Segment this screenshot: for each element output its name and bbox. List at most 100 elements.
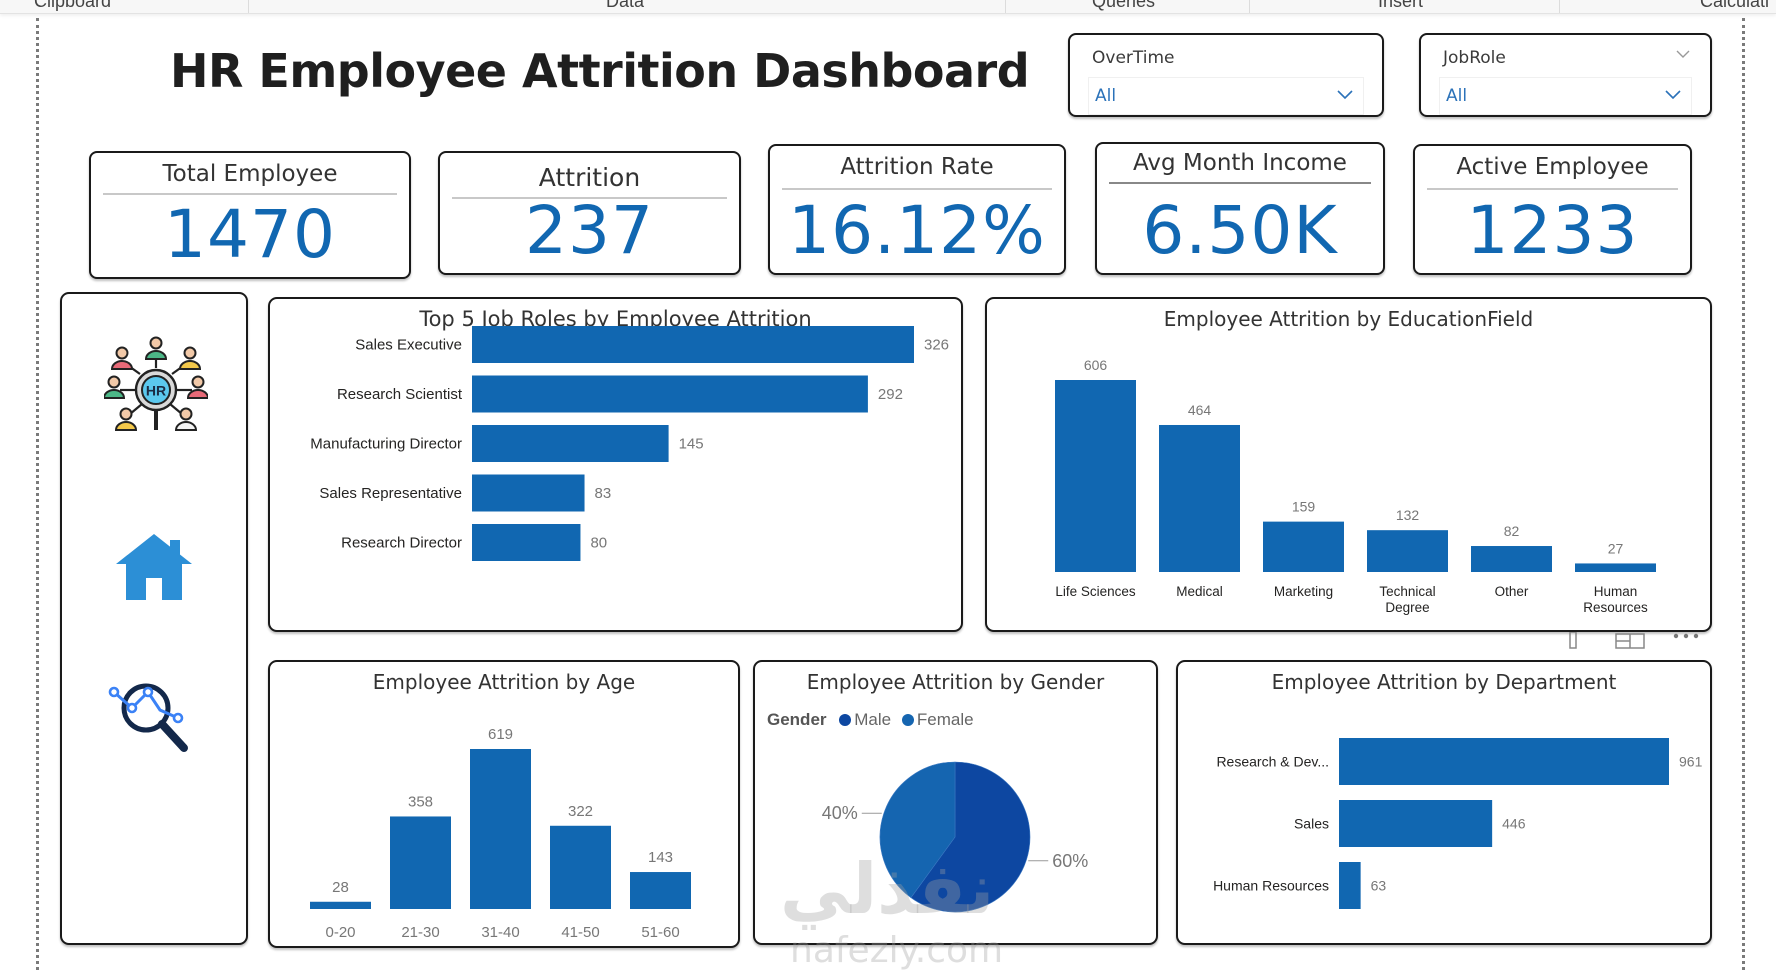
category-label: Medical (1176, 584, 1223, 599)
kpi-label: Attrition (538, 163, 641, 192)
data-label: 132 (1396, 507, 1420, 523)
education-chart: 606 Life Sciences 464 Medical 159 Marketing 13… (1055, 357, 1656, 615)
ribbon-group-calculations[interactable]: Calculati (1700, 0, 1770, 11)
ribbon-group-insert[interactable]: Insert (1378, 0, 1424, 11)
chart-title: Employee Attrition by Gender (806, 670, 1105, 694)
bar[interactable] (1339, 800, 1493, 847)
bar[interactable] (1367, 530, 1448, 572)
jobrole-dropdown[interactable]: All (1439, 77, 1692, 115)
ribbon-group-data[interactable]: Data (606, 0, 645, 11)
bar[interactable] (1263, 521, 1344, 572)
category-label: Research & Dev... (1216, 754, 1329, 770)
more-options-icon[interactable] (1673, 633, 1699, 639)
chevron-down-icon[interactable] (1674, 47, 1692, 61)
hr-network-icon[interactable]: HR (104, 334, 208, 438)
bar[interactable] (472, 474, 585, 512)
gender-chart: 60% 40% (822, 761, 1088, 913)
legend-dot (901, 714, 914, 726)
bar[interactable] (1339, 738, 1669, 785)
bar[interactable] (1471, 546, 1552, 572)
legend-label: Female (916, 710, 974, 729)
kpi-label: Avg Month Income (1133, 150, 1347, 176)
kpi-divider (782, 188, 1052, 190)
slice-label: 40% (822, 803, 858, 823)
legend-item-male[interactable]: Male (839, 710, 891, 729)
category-label: 31-40 (481, 924, 519, 941)
kpi-value: 6.50K (1142, 192, 1338, 269)
data-label: 464 (1188, 402, 1212, 418)
bar[interactable] (390, 816, 451, 909)
kpi-value: 1470 (164, 196, 336, 273)
category-label: 0-20 (325, 924, 355, 941)
category-label: Research Scientist (337, 386, 463, 403)
department-chart: Research & Dev... 961 Sales 446 Human Resour… (1213, 738, 1703, 909)
data-label: 145 (679, 436, 704, 453)
job-roles-chart: Sales Executive 326 Research Scientist 292 M… (310, 326, 949, 561)
bar[interactable] (472, 326, 914, 363)
ribbon-group-clipboard[interactable]: Clipboard (34, 0, 112, 11)
slicer-label: OverTime (1092, 48, 1175, 68)
kpi-divider (1109, 182, 1371, 184)
overtime-dropdown[interactable]: All (1088, 77, 1364, 115)
kpi-attrition: Attrition 237 (438, 151, 741, 275)
category-label: Other (1495, 584, 1529, 599)
kpi-active-employee: Active Employee 1233 (1413, 144, 1692, 275)
data-label: 27 (1608, 540, 1624, 556)
kpi-value: 16.12% (788, 192, 1046, 269)
data-label: 80 (590, 535, 607, 552)
chevron-down-icon[interactable] (1335, 84, 1355, 104)
bar[interactable] (1055, 380, 1136, 572)
chart-title: Employee Attrition by Age (372, 670, 636, 694)
chart-title: Employee Attrition by Department (1271, 670, 1617, 694)
category-label: 51-60 (641, 924, 679, 941)
bar[interactable] (630, 872, 691, 909)
data-label: 63 (1371, 878, 1387, 894)
category-label: Technical (1379, 584, 1435, 599)
category-label: Manufacturing Director (310, 436, 462, 453)
bar[interactable] (472, 375, 868, 413)
category-label: Marketing (1274, 584, 1333, 599)
jobrole-slicer[interactable]: JobRole All (1419, 33, 1712, 117)
kpi-label: Total Employee (162, 161, 338, 187)
bar[interactable] (310, 901, 371, 909)
data-label: 446 (1502, 816, 1526, 832)
ribbon-group-queries[interactable]: Queries (1092, 0, 1156, 11)
slicer-value: All (1446, 86, 1468, 106)
kpi-divider (103, 193, 397, 195)
data-label: 159 (1292, 499, 1316, 515)
kpi-value: 1233 (1466, 192, 1639, 269)
bar[interactable] (1159, 424, 1240, 572)
bar[interactable] (472, 524, 581, 561)
job-roles-chart-panel: Top 5 Job Roles by Employee Attrition Sa… (268, 297, 963, 632)
data-label: 322 (568, 803, 593, 820)
overtime-slicer[interactable]: OverTime All (1068, 33, 1384, 117)
ribbon-separator (248, 0, 249, 13)
hr-text: HR (146, 383, 166, 399)
age-chart: 28 0-20 358 21-30 619 31-40 322 41-50 143 51-60 (310, 726, 691, 941)
legend-item-female[interactable]: Female (901, 710, 974, 729)
chart-title: Employee Attrition by EducationField (1163, 307, 1534, 331)
bar[interactable] (1575, 563, 1656, 572)
bar[interactable] (472, 425, 669, 462)
pie-slice-male[interactable] (910, 761, 1031, 913)
bar[interactable] (470, 749, 531, 909)
category-label: Degree (1385, 600, 1429, 615)
legend-title: Gender (767, 710, 827, 729)
chevron-down-icon[interactable] (1663, 84, 1683, 104)
kpi-label: Attrition Rate (840, 154, 994, 180)
analytics-search-icon[interactable] (108, 674, 192, 754)
slice-label: 60% (1052, 851, 1088, 871)
bar[interactable] (550, 825, 611, 909)
home-icon[interactable] (114, 532, 194, 602)
kpi-divider (452, 197, 727, 199)
canvas-border-left (36, 18, 39, 970)
focus-mode-icon[interactable] (1615, 633, 1645, 649)
filter-icon[interactable] (1569, 632, 1577, 649)
data-label: 83 (595, 485, 612, 502)
data-label: 28 (332, 879, 349, 896)
kpi-avg-month-income: Avg Month Income 6.50K (1095, 142, 1385, 275)
bar[interactable] (1339, 862, 1361, 909)
pie-slice-female[interactable] (879, 761, 956, 899)
data-label: 326 (924, 337, 949, 354)
kpi-divider (1427, 188, 1678, 190)
